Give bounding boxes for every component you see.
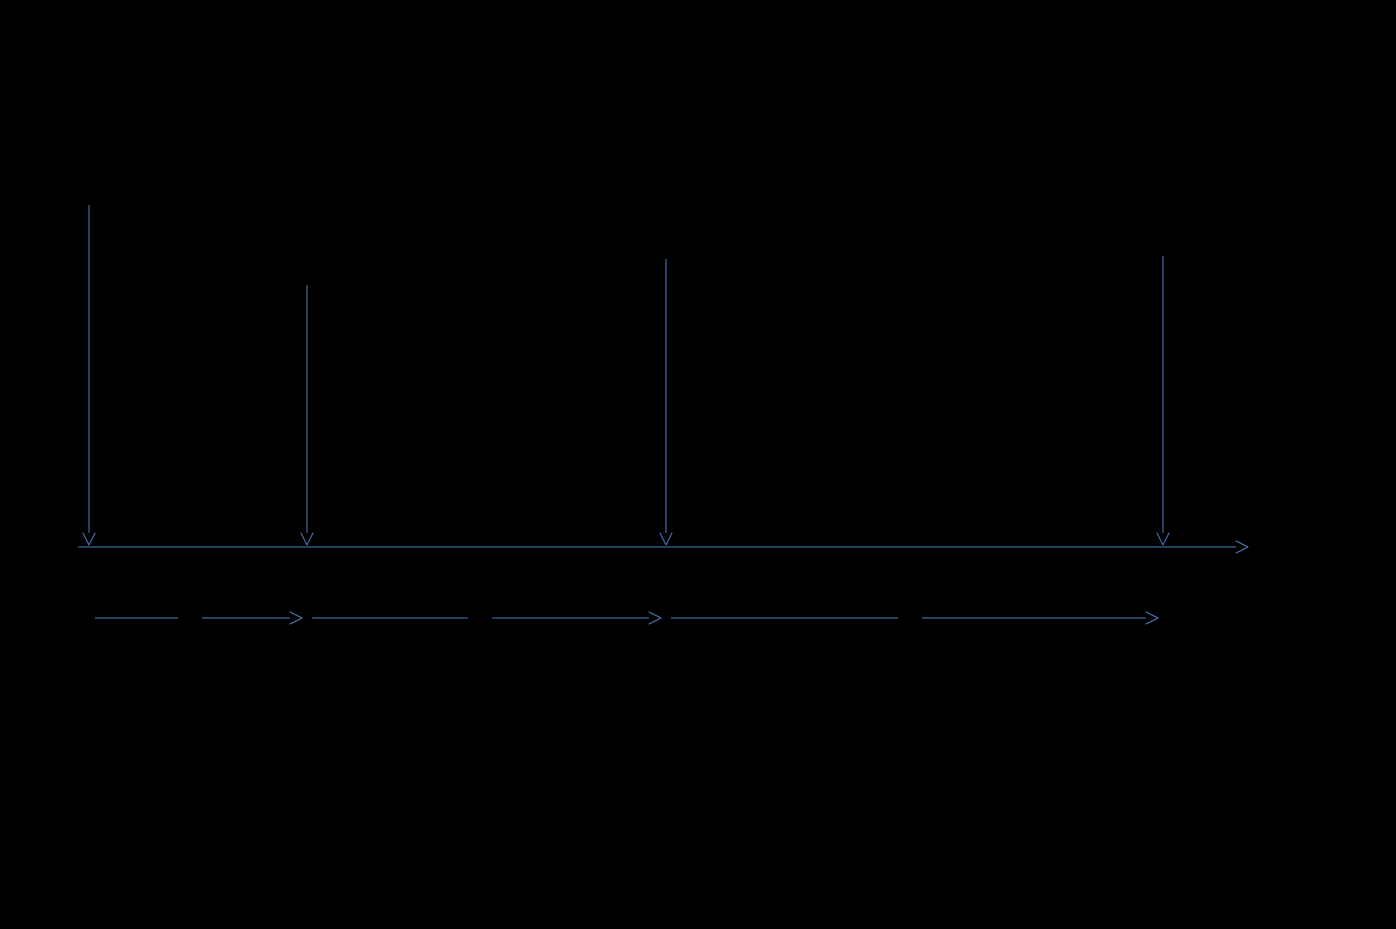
vertical-marker-arrowhead-1 (301, 533, 313, 545)
timeline-arrowhead (1236, 541, 1248, 553)
vertical-marker-arrowhead-0 (83, 533, 95, 545)
interval-arrow-0-head (290, 612, 302, 624)
interval-arrow-2-head (1146, 612, 1158, 624)
interval-arrow-1-head (649, 612, 661, 624)
vertical-marker-arrowhead-2 (660, 533, 672, 545)
vertical-marker-arrowhead-3 (1157, 533, 1169, 545)
timeline-diagram (0, 0, 1396, 929)
